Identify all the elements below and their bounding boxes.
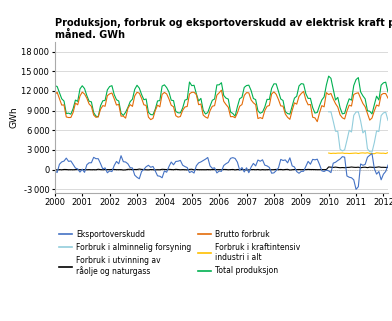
Y-axis label: GWh: GWh (9, 106, 18, 128)
Text: Produksjon, forbruk og eksportoverskudd av elektrisk kraft per
måned. GWh: Produksjon, forbruk og eksportoverskudd … (55, 18, 392, 39)
Legend: Eksportoverskudd, Forbruk i alminnelig forsyning, Forbruk i utvinning av
råolje : Eksportoverskudd, Forbruk i alminnelig f… (59, 230, 300, 276)
